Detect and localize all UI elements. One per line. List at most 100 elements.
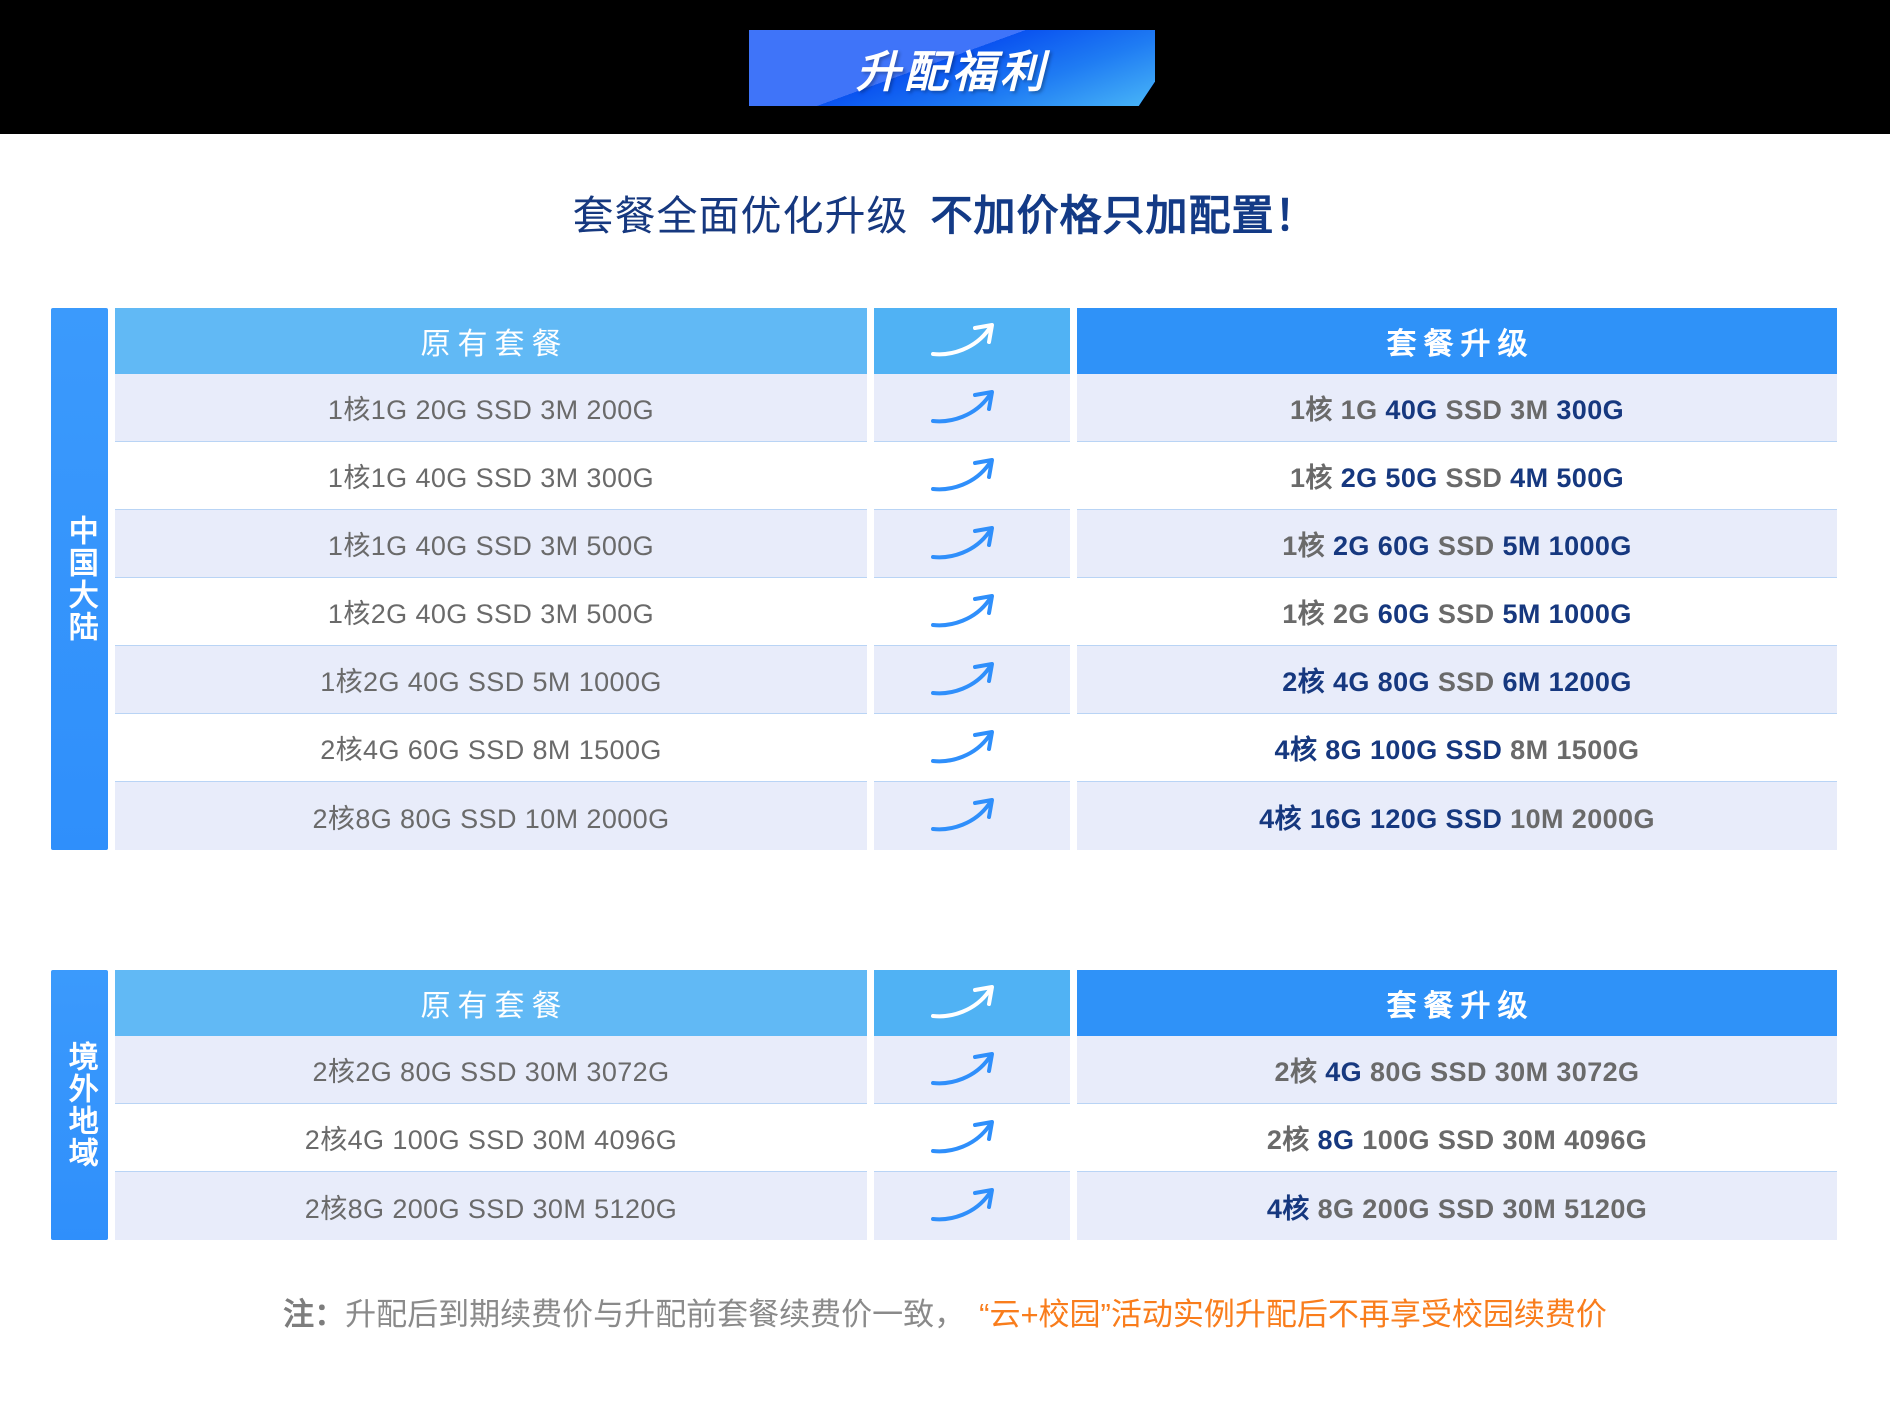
- new-plan-text: 1核 2G 60G SSD 5M 1000G: [1282, 531, 1632, 561]
- cell-old-plan: 2核4G 100G SSD 30M 4096G: [115, 1104, 867, 1172]
- upward-trend-arrow-icon: [931, 798, 994, 832]
- cell-old-plan: 1核1G 40G SSD 3M 500G: [115, 510, 867, 578]
- new-plan-text: 2核 8G 100G SSD 30M 4096G: [1266, 1125, 1648, 1155]
- old-plan-text: 2核8G 200G SSD 30M 5120G: [304, 1193, 678, 1224]
- header-arrow-cell: [874, 308, 1070, 374]
- upward-trend-arrow-icon: [931, 593, 994, 627]
- cell-new-plan: 2核 4G 80G SSD 30M 3072G: [1077, 1036, 1837, 1104]
- new-plan-text: 2核 4G 80G SSD 30M 3072G: [1274, 1057, 1640, 1087]
- cell-new-plan: 2核 4G 80G SSD 6M 1200G: [1077, 646, 1837, 714]
- old-plan-text: 1核2G 40G SSD 3M 500G: [327, 599, 655, 629]
- table-body-mainland: 1核1G 20G SSD 3M 200G 1核 1G 40G SSD 3M 300…: [115, 374, 1837, 850]
- new-plan-text: 1核 1G 40G SSD 3M 300G: [1289, 395, 1625, 425]
- subtitle-strong: 不加价格只加配置！: [930, 192, 1318, 239]
- old-plan-text: 2核4G 60G SSD 8M 1500G: [320, 735, 662, 765]
- cell-old-plan: 1核1G 40G SSD 3M 300G: [115, 442, 867, 510]
- cell-old-plan: 1核2G 40G SSD 3M 500G: [115, 578, 867, 646]
- upward-trend-arrow-icon: [931, 661, 994, 695]
- cell-old-plan: 2核4G 60G SSD 8M 1500G: [115, 714, 867, 782]
- upward-trend-arrow-icon: [931, 1119, 994, 1153]
- new-plan-text: 4核 8G 200G SSD 30M 5120G: [1266, 1193, 1648, 1224]
- top-black-strip: 升配福利: [0, 0, 1890, 134]
- cell-new-plan: 4核 8G 100G SSD 8M 1500G: [1077, 714, 1837, 782]
- cell-arrow: [874, 714, 1070, 782]
- footnote-orange-text: “云+校园”活动实例升配后不再享受校园续费价: [979, 1297, 1607, 1332]
- cell-arrow: [874, 374, 1070, 442]
- cell-new-plan: 1核 2G 60G SSD 5M 1000G: [1077, 578, 1837, 646]
- region-label-overseas: 境外地域: [51, 970, 108, 1240]
- banner-background: [749, 30, 1155, 106]
- new-plan-text: 4核 8G 100G SSD 8M 1500G: [1274, 735, 1640, 765]
- upward-trend-arrow-icon: [931, 323, 994, 357]
- header-new-plan: 套餐升级: [1077, 970, 1837, 1036]
- table-header-row: 原有套餐 套餐升级: [115, 970, 1837, 1036]
- content-sheet: 套餐全面优化升级 不加价格只加配置！ 中国大陆 原有套餐 套餐升级 1核1G 20…: [0, 134, 1890, 1417]
- cell-arrow: [874, 1104, 1070, 1172]
- new-plan-text: 1核 2G 60G SSD 5M 1000G: [1282, 599, 1632, 629]
- new-plan-text: 1核 2G 50G SSD 4M 500G: [1289, 463, 1625, 493]
- header-old-plan: 原有套餐: [115, 308, 867, 374]
- table-body-overseas: 2核2G 80G SSD 30M 3072G 2核 4G 80G SSD 30M …: [115, 1036, 1837, 1240]
- upward-trend-arrow-icon: [931, 1188, 994, 1222]
- upward-trend-arrow-icon: [931, 525, 994, 559]
- cell-old-plan: 2核8G 200G SSD 30M 5120G: [115, 1172, 867, 1240]
- header-old-plan: 原有套餐: [115, 970, 867, 1036]
- cell-arrow: [874, 578, 1070, 646]
- cell-old-plan: 2核2G 80G SSD 30M 3072G: [115, 1036, 867, 1104]
- cell-old-plan: 1核1G 20G SSD 3M 200G: [115, 374, 867, 442]
- upward-trend-arrow-icon: [931, 729, 994, 763]
- subtitle-normal: 套餐全面优化升级: [572, 193, 909, 239]
- table-grid-overseas: 原有套餐 套餐升级 2核2G 80G SSD 30M 3072G 2核 4G 80…: [115, 970, 1837, 1240]
- upgrade-table-mainland: 中国大陆 原有套餐 套餐升级 1核1G 20G SSD 3M 200G 1核 1G…: [51, 308, 1837, 850]
- region-label-mainland: 中国大陆: [51, 308, 108, 850]
- cell-new-plan: 1核 1G 40G SSD 3M 300G: [1077, 374, 1837, 442]
- header-arrow-cell: [874, 970, 1070, 1036]
- table-row: 1核1G 40G SSD 3M 300G 1核 2G 50G SSD 4M 500…: [115, 442, 1837, 510]
- table-row: 2核8G 200G SSD 30M 5120G 4核 8G 200G SSD 30…: [115, 1172, 1837, 1240]
- banner-title: 升配福利: [856, 48, 1048, 97]
- footnote: 注：升配后到期续费价与升配前套餐续费价一致， “云+校园”活动实例升配后不再享受校…: [0, 1289, 1890, 1334]
- cell-new-plan: 2核 8G 100G SSD 30M 4096G: [1077, 1104, 1837, 1172]
- cell-arrow: [874, 1036, 1070, 1104]
- page-banner: 升配福利: [749, 30, 1155, 106]
- table-row: 1核1G 40G SSD 3M 500G 1核 2G 60G SSD 5M 100…: [115, 510, 1837, 578]
- cell-new-plan: 1核 2G 60G SSD 5M 1000G: [1077, 510, 1837, 578]
- footnote-label: 注：: [283, 1297, 346, 1332]
- footnote-gray-text: 升配后到期续费价与升配前套餐续费价一致，: [345, 1297, 966, 1332]
- cell-new-plan: 4核 16G 120G SSD 10M 2000G: [1077, 782, 1837, 850]
- old-plan-text: 2核4G 100G SSD 30M 4096G: [304, 1125, 678, 1155]
- cell-arrow: [874, 1172, 1070, 1240]
- cell-new-plan: 4核 8G 200G SSD 30M 5120G: [1077, 1172, 1837, 1240]
- table-row: 1核2G 40G SSD 5M 1000G 2核 4G 80G SSD 6M 12…: [115, 646, 1837, 714]
- header-new-plan: 套餐升级: [1077, 308, 1837, 374]
- upward-trend-arrow-icon: [931, 985, 994, 1019]
- old-plan-text: 1核1G 20G SSD 3M 200G: [327, 395, 655, 425]
- cell-arrow: [874, 510, 1070, 578]
- upward-trend-arrow-icon: [931, 457, 994, 491]
- table-row: 1核2G 40G SSD 3M 500G 1核 2G 60G SSD 5M 100…: [115, 578, 1837, 646]
- table-row: 2核8G 80G SSD 10M 2000G 4核 16G 120G SSD 10…: [115, 782, 1837, 850]
- cell-old-plan: 1核2G 40G SSD 5M 1000G: [115, 646, 867, 714]
- table-row: 2核4G 100G SSD 30M 4096G 2核 8G 100G SSD 30…: [115, 1104, 1837, 1172]
- cell-arrow: [874, 442, 1070, 510]
- old-plan-text: 2核2G 80G SSD 30M 3072G: [312, 1057, 670, 1087]
- old-plan-text: 1核1G 40G SSD 3M 500G: [327, 531, 655, 561]
- cell-old-plan: 2核8G 80G SSD 10M 2000G: [115, 782, 867, 850]
- table-header-row: 原有套餐 套餐升级: [115, 308, 1837, 374]
- table-grid-mainland: 原有套餐 套餐升级 1核1G 20G SSD 3M 200G 1核 1G 40G …: [115, 308, 1837, 850]
- cell-new-plan: 1核 2G 50G SSD 4M 500G: [1077, 442, 1837, 510]
- old-plan-text: 1核2G 40G SSD 5M 1000G: [320, 667, 662, 697]
- old-plan-text: 2核8G 80G SSD 10M 2000G: [312, 803, 670, 834]
- cell-arrow: [874, 782, 1070, 850]
- new-plan-text: 2核 4G 80G SSD 6M 1200G: [1282, 667, 1632, 697]
- table-row: 1核1G 20G SSD 3M 200G 1核 1G 40G SSD 3M 300…: [115, 374, 1837, 442]
- upward-trend-arrow-icon: [931, 1051, 994, 1085]
- upgrade-table-overseas: 境外地域 原有套餐 套餐升级 2核2G 80G SSD 30M 3072G 2核 …: [51, 970, 1837, 1240]
- cell-arrow: [874, 646, 1070, 714]
- new-plan-text: 4核 16G 120G SSD 10M 2000G: [1259, 803, 1655, 834]
- subtitle: 套餐全面优化升级 不加价格只加配置！: [0, 182, 1890, 243]
- table-row: 2核2G 80G SSD 30M 3072G 2核 4G 80G SSD 30M …: [115, 1036, 1837, 1104]
- table-row: 2核4G 60G SSD 8M 1500G 4核 8G 100G SSD 8M 1…: [115, 714, 1837, 782]
- upward-trend-arrow-icon: [931, 389, 994, 423]
